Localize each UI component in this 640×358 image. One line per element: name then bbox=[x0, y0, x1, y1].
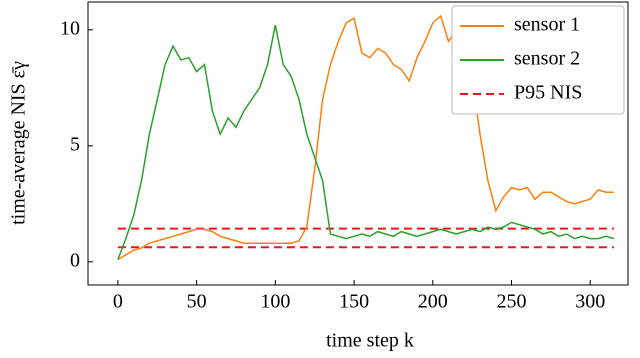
plot-frame bbox=[87, 1, 629, 286]
legend-label: P95 NIS bbox=[514, 82, 582, 104]
legend-label: sensor 1 bbox=[514, 14, 580, 36]
series-line bbox=[117, 14, 614, 261]
x-tick-label: 250 bbox=[496, 291, 526, 313]
x-tick-label: 50 bbox=[187, 291, 207, 313]
legend-box bbox=[451, 5, 625, 115]
x-axis-label: time step k bbox=[326, 330, 414, 352]
y-tick-label: 10 bbox=[60, 17, 80, 39]
x-tick-label: 300 bbox=[575, 291, 605, 313]
y-tick-label: 0 bbox=[70, 249, 80, 271]
x-tick-label: 100 bbox=[260, 291, 290, 313]
x-tick-label: 200 bbox=[418, 291, 448, 313]
series-line bbox=[117, 25, 615, 260]
y-tick-label: 5 bbox=[70, 133, 80, 155]
x-tick-label: 0 bbox=[113, 291, 123, 313]
x-tick-label: 150 bbox=[339, 291, 369, 313]
y-axis-label: time-average NIS ε̄γ bbox=[8, 61, 30, 225]
legend-label: sensor 2 bbox=[514, 48, 580, 70]
